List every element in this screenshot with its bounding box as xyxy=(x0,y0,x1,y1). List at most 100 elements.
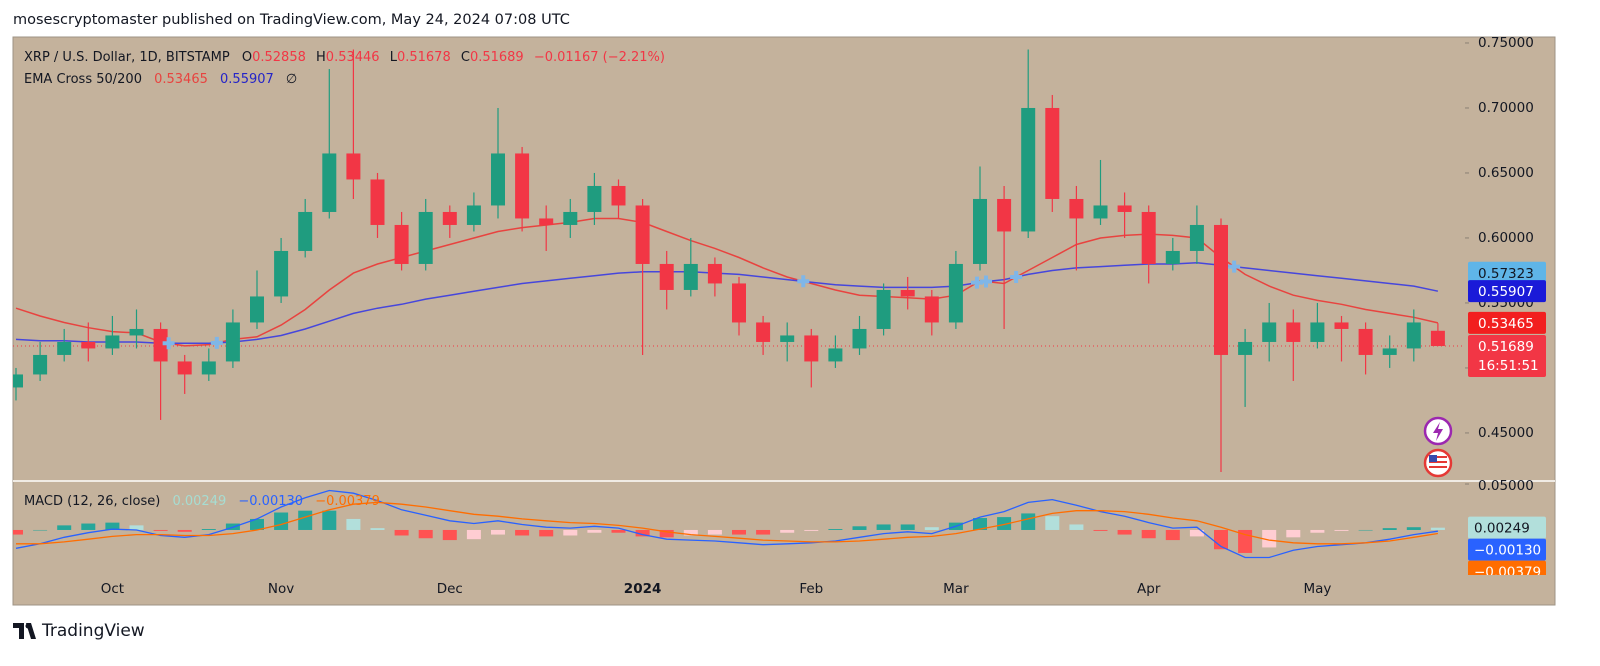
macd-value: −0.00130 xyxy=(238,494,303,509)
brand: TradingView xyxy=(13,621,145,641)
histogram-bar xyxy=(33,529,48,531)
candle-body xyxy=(1069,198,1084,219)
lightning-glyph xyxy=(1433,422,1443,441)
macd-tag-label: −0.00130 xyxy=(1474,543,1541,559)
candle-body xyxy=(225,322,240,362)
ema-tag-label: 0.53465 xyxy=(1478,316,1534,332)
ema-cross-marker xyxy=(1010,270,1023,283)
histogram-bar xyxy=(491,529,505,535)
histogram-bar xyxy=(57,525,72,530)
histogram-bar xyxy=(370,528,385,530)
histogram-bar xyxy=(804,529,819,531)
macd-tag xyxy=(1468,538,1546,561)
brand-name: TradingView xyxy=(41,621,145,641)
candle-body xyxy=(707,263,722,284)
histogram-bar xyxy=(1334,529,1349,531)
histogram-bar xyxy=(1069,524,1084,530)
x-tick-label: Feb xyxy=(799,581,823,597)
histogram-bar xyxy=(973,518,987,530)
candle-body xyxy=(418,211,433,264)
candle-body xyxy=(804,335,819,362)
candle-body xyxy=(33,354,48,375)
histogram-bar xyxy=(732,529,746,535)
candle-body xyxy=(322,153,337,212)
histogram-bar xyxy=(1406,527,1421,530)
candle-body xyxy=(876,289,891,329)
ohlc-key: O xyxy=(242,50,252,65)
chart-layer: 0.750000.700000.650000.600000.550000.500… xyxy=(13,35,1546,597)
ema-tag xyxy=(1468,280,1546,303)
histogram-bar xyxy=(683,529,698,536)
candle-body xyxy=(1141,211,1156,264)
ema-cross-marker xyxy=(162,337,175,350)
candle-body xyxy=(828,348,843,362)
candle-body xyxy=(924,296,939,323)
candle-body xyxy=(274,250,289,297)
histogram-bar xyxy=(418,529,433,539)
candle-body xyxy=(1238,341,1253,355)
histogram-bar xyxy=(1045,516,1060,530)
candle-body xyxy=(57,341,72,355)
histogram-bar xyxy=(1286,529,1301,538)
change: −0.01167 (−2.21%) xyxy=(534,50,665,65)
price-tag-label: 0.57323 xyxy=(1478,266,1534,282)
macd-plot xyxy=(13,489,1445,559)
histogram-bar xyxy=(659,529,674,538)
candle-body xyxy=(1310,322,1325,342)
ohlc-value: 0.51678 xyxy=(397,50,451,65)
y-tick-label: 0.45000 xyxy=(1478,425,1534,441)
candle-body xyxy=(1430,330,1445,346)
last-price-tag xyxy=(1468,334,1546,377)
histogram-bar xyxy=(539,529,554,537)
histogram-bar xyxy=(394,529,409,536)
candle-body xyxy=(852,328,867,349)
candle-body xyxy=(756,322,771,342)
signal-value: −0.00379 xyxy=(315,494,380,509)
histogram-bar xyxy=(201,529,216,530)
histogram-bar xyxy=(997,517,1012,530)
y-tick-label: 0.70000 xyxy=(1478,100,1534,116)
signal-line xyxy=(16,501,1439,545)
candle-body xyxy=(81,341,96,349)
candle-body xyxy=(13,374,23,388)
candle-body xyxy=(1214,224,1228,355)
x-tick-label: May xyxy=(1303,581,1331,597)
ohlc-key: L xyxy=(390,50,398,65)
y-tick-label: 0.60000 xyxy=(1478,230,1534,246)
symbol-title: XRP / U.S. Dollar, 1D, BITSTAMP xyxy=(24,50,230,65)
candle-body xyxy=(732,283,746,323)
macd-line xyxy=(15,489,1438,559)
histogram-bar xyxy=(1430,527,1445,530)
candle-body xyxy=(105,335,120,349)
histogram-bar xyxy=(635,529,650,537)
histogram-bar xyxy=(1189,529,1204,537)
x-tick-label: Apr xyxy=(1137,581,1161,597)
candle-body xyxy=(683,263,698,290)
histogram-bar xyxy=(1310,529,1325,533)
candle-body xyxy=(394,224,409,264)
ema-legend: EMA Cross 50/200 0.53465 0.55907 ∅ xyxy=(24,72,297,87)
macd-tag-label: 0.00249 xyxy=(1474,521,1530,537)
candle-body xyxy=(659,263,674,290)
histogram-value: 0.00249 xyxy=(172,494,226,509)
ema-cross-marker xyxy=(797,275,810,288)
attribution: mosescryptomaster published on TradingVi… xyxy=(13,12,570,28)
histogram-bar xyxy=(1141,529,1156,539)
flag-glyph xyxy=(1429,455,1447,468)
candle-body xyxy=(1045,107,1060,199)
x-tick-label: Dec xyxy=(437,581,463,597)
x-tick-label: Nov xyxy=(268,581,294,597)
candle-body xyxy=(539,218,554,225)
histogram-bar xyxy=(611,529,626,533)
histogram-bar xyxy=(346,518,361,530)
histogram-bar xyxy=(274,512,289,530)
candle-body xyxy=(563,211,578,225)
price-tag xyxy=(1468,261,1546,284)
macd-tags: 0.00249 −0.00130 −0.00379 xyxy=(1468,516,1546,575)
candle-body xyxy=(491,153,505,206)
x-tick-label: Mar xyxy=(943,581,969,597)
histogram-bar xyxy=(466,529,481,540)
histogram-bar xyxy=(563,529,578,536)
candle-body xyxy=(1117,205,1132,212)
y-tick-label: 0.65000 xyxy=(1478,165,1534,181)
